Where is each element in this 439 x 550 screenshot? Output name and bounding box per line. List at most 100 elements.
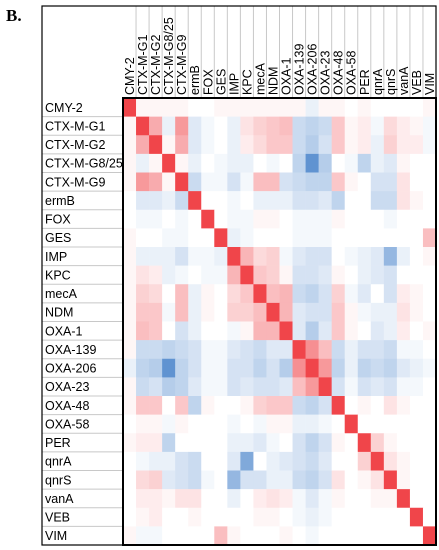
heatmap-cell <box>279 321 293 341</box>
heatmap-cell <box>357 414 372 434</box>
heatmap-cell <box>214 451 228 471</box>
heatmap-cell <box>357 526 372 546</box>
column-label: qnrA <box>371 68 385 95</box>
heatmap-cell <box>136 116 150 136</box>
heatmap-cell <box>253 191 267 211</box>
heatmap-cell <box>175 489 189 509</box>
heatmap-cell <box>253 526 267 546</box>
heatmap-cell <box>318 265 332 285</box>
heatmap-cell <box>240 135 254 155</box>
heatmap-cell <box>383 340 398 360</box>
heatmap-cell <box>188 451 202 471</box>
heatmap-cell <box>331 377 346 397</box>
heatmap-cell <box>422 98 437 117</box>
heatmap-cell <box>383 470 398 490</box>
heatmap-cell <box>305 116 319 136</box>
heatmap-cell <box>383 191 398 211</box>
heatmap-cell <box>279 396 293 415</box>
heatmap-cell <box>383 507 398 527</box>
heatmap-cell <box>227 284 241 304</box>
heatmap-cell <box>383 284 398 304</box>
row-label: OXA-48 <box>45 399 90 413</box>
heatmap-cell <box>136 98 150 117</box>
heatmap-cell <box>318 507 332 527</box>
heatmap-cell <box>344 191 359 211</box>
heatmap-cell <box>149 414 163 434</box>
heatmap-cell <box>357 489 372 509</box>
row-label: GES <box>45 231 71 245</box>
heatmap-cell <box>318 247 332 266</box>
heatmap-cell <box>422 116 437 136</box>
heatmap-cell <box>318 191 332 211</box>
column-label: FOX <box>201 69 215 95</box>
heatmap-cell <box>253 116 267 136</box>
column-label: CTX-M-G1 <box>136 35 150 95</box>
heatmap-cell <box>175 451 189 471</box>
heatmap-cell <box>123 414 137 434</box>
heatmap-cell <box>227 209 241 229</box>
heatmap-cell <box>305 396 319 415</box>
heatmap-cell <box>318 284 332 304</box>
heatmap-cell <box>149 228 163 248</box>
heatmap-cell <box>123 247 137 266</box>
heatmap-cell <box>240 321 254 341</box>
heatmap-cell <box>292 284 306 304</box>
heatmap-cell <box>266 98 280 117</box>
heatmap-cell <box>188 153 202 173</box>
heatmap-cell <box>357 284 372 304</box>
heatmap-cell <box>240 489 254 509</box>
heatmap-cell <box>188 191 202 211</box>
heatmap-cell <box>227 507 241 527</box>
heatmap-cell <box>305 377 319 397</box>
heatmap-cell <box>331 209 346 229</box>
heatmap-cell <box>188 302 202 322</box>
heatmap-cell <box>396 470 411 490</box>
heatmap-cell <box>227 116 241 136</box>
heatmap-cell <box>331 153 346 173</box>
heatmap-cell <box>279 247 293 266</box>
heatmap-cell <box>292 526 306 546</box>
heatmap-cell <box>162 396 176 415</box>
heatmap-cell <box>214 358 228 378</box>
heatmap-cell <box>188 265 202 285</box>
heatmap-cell <box>162 526 176 546</box>
heatmap-cell <box>409 98 424 117</box>
heatmap-cell <box>266 191 280 211</box>
heatmap-cell <box>357 377 372 397</box>
heatmap-cell <box>422 396 437 415</box>
column-label: PER <box>358 69 372 95</box>
heatmap-cell <box>175 98 189 117</box>
heatmap-cell <box>331 489 346 509</box>
heatmap-cell <box>357 265 372 285</box>
heatmap-cell <box>253 470 267 490</box>
heatmap-cell <box>123 396 137 415</box>
heatmap-cell <box>370 377 385 397</box>
column-label: OXA-23 <box>319 50 333 95</box>
heatmap-cell <box>136 433 150 453</box>
heatmap-cell <box>370 302 385 322</box>
heatmap-cell <box>357 396 372 415</box>
heatmap-cell <box>214 265 228 285</box>
column-label: OXA-48 <box>332 50 346 95</box>
heatmap-cell <box>149 98 163 117</box>
heatmap-frame <box>41 5 437 546</box>
heatmap-cell <box>357 340 372 360</box>
heatmap-cell <box>396 98 411 117</box>
heatmap-cell <box>344 451 359 471</box>
heatmap-cell <box>214 116 228 136</box>
heatmap-cell <box>201 489 215 509</box>
heatmap-cell <box>396 153 411 173</box>
heatmap-cell <box>227 470 241 490</box>
heatmap-cell <box>136 228 150 248</box>
heatmap-cell <box>318 172 332 192</box>
heatmap-cell <box>344 358 359 378</box>
heatmap-cell <box>227 172 241 192</box>
heatmap-cell <box>357 209 372 229</box>
row-label: CMY-2 <box>45 101 83 115</box>
heatmap-cell <box>331 451 346 471</box>
row-labels: CMY-2 CTX-M-G1 CTX-M-G2 CTX-M-G8/25 CTX-M-G9… <box>45 101 123 543</box>
heatmap-cell <box>201 284 215 304</box>
heatmap-cell <box>318 209 332 229</box>
heatmap-cell <box>292 265 306 285</box>
heatmap-cell <box>175 396 189 415</box>
